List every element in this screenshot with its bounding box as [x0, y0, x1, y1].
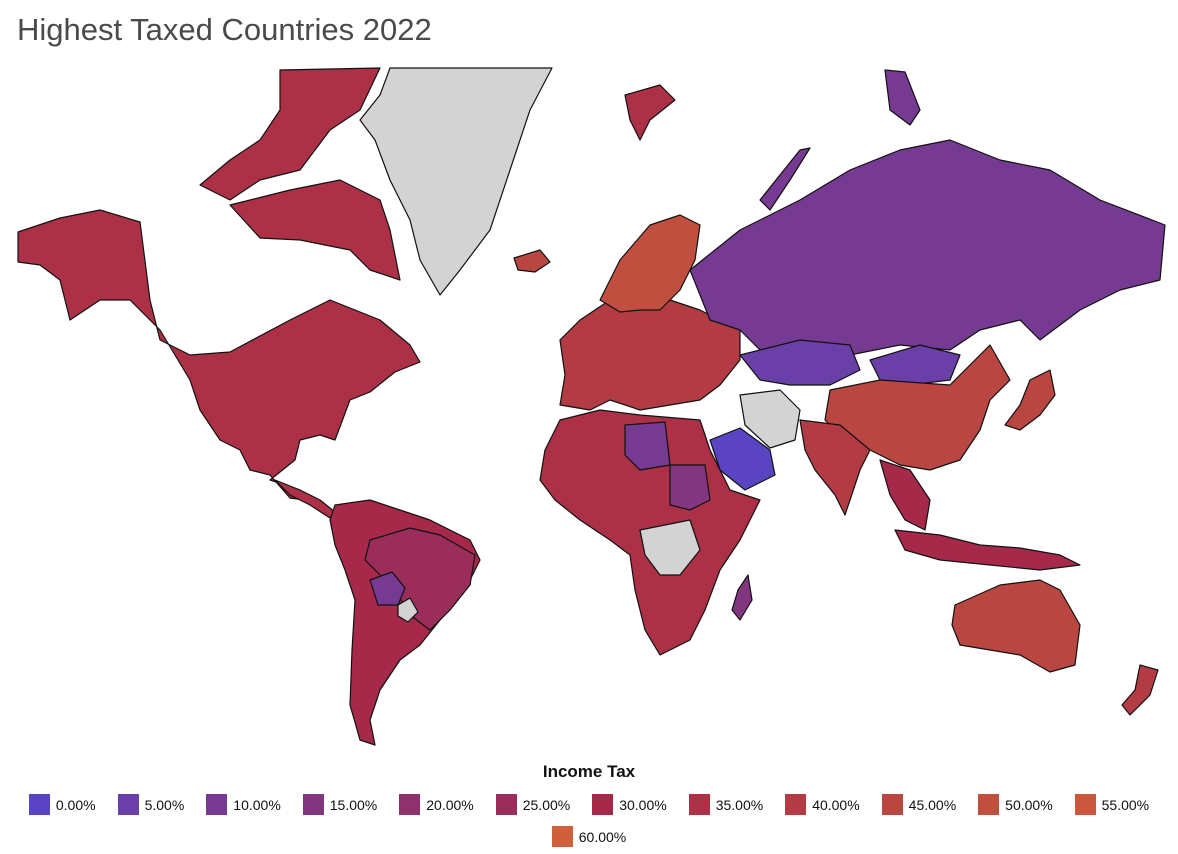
region-iran[interactable]: [739, 389, 801, 449]
region-bolivia[interactable]: [369, 571, 406, 606]
legend-swatch: [117, 794, 139, 815]
region-indonesia[interactable]: [894, 529, 1081, 571]
legend-swatch: [551, 826, 573, 847]
region-north-america[interactable]: [17, 209, 421, 501]
legend-item[interactable]: 20.00%: [399, 794, 474, 815]
legend-label: 25.00%: [522, 796, 571, 813]
legend-swatch: [881, 794, 903, 815]
legend-row-1: 0.00% 5.00% 10.00% 15.00% 20.00% 25.00% …: [0, 794, 1178, 815]
legend-item[interactable]: 5.00%: [117, 794, 185, 815]
legend-item[interactable]: 15.00%: [302, 794, 378, 815]
region-canada-arctic-islands[interactable]: [199, 67, 381, 201]
region-franz-josef[interactable]: [884, 69, 921, 126]
legend-swatch: [688, 794, 710, 815]
legend-item[interactable]: 55.00%: [1074, 794, 1150, 815]
region-svalbard[interactable]: [624, 84, 676, 141]
legend-label: 55.00%: [1101, 796, 1150, 813]
legend-item[interactable]: 30.00%: [592, 794, 667, 815]
region-southeast-asia[interactable]: [879, 459, 931, 531]
region-new-zealand[interactable]: [1121, 664, 1159, 716]
region-dr-congo[interactable]: [639, 519, 701, 576]
region-central-america[interactable]: [274, 479, 336, 519]
legend-label: 35.00%: [715, 796, 764, 813]
region-japan[interactable]: [1004, 369, 1056, 431]
legend-swatch: [495, 794, 517, 815]
region-russia[interactable]: [689, 139, 1166, 356]
legend-item[interactable]: 50.00%: [978, 794, 1053, 815]
region-india[interactable]: [799, 419, 871, 516]
legend-swatch: [206, 794, 228, 815]
region-mongolia[interactable]: [869, 344, 961, 386]
legend-label: 15.00%: [329, 796, 378, 813]
legend-swatch: [785, 794, 807, 815]
region-australia[interactable]: [951, 579, 1081, 673]
world-map[interactable]: [0, 66, 1178, 756]
region-kazakhstan[interactable]: [739, 339, 861, 386]
region-iceland[interactable]: [513, 249, 551, 273]
legend-swatch: [399, 794, 421, 815]
legend-swatch: [1074, 794, 1096, 815]
map-title: Highest Taxed Countries 2022: [17, 12, 432, 47]
legend-swatch: [302, 794, 324, 815]
legend-swatch: [978, 794, 1000, 815]
region-libya[interactable]: [624, 421, 671, 471]
legend-label: 50.00%: [1005, 796, 1053, 813]
legend-title: Income Tax: [542, 762, 636, 781]
region-canada-arctic-islands-2[interactable]: [229, 179, 401, 281]
legend-label: 20.00%: [426, 796, 474, 813]
legend-item[interactable]: 10.00%: [206, 794, 281, 815]
legend-label: 40.00%: [812, 796, 860, 813]
region-greenland[interactable]: [359, 67, 553, 296]
legend-swatch: [28, 794, 50, 815]
legend-label: 30.00%: [619, 796, 667, 813]
region-sudan[interactable]: [669, 464, 711, 511]
region-novaya-zemlya[interactable]: [759, 147, 811, 211]
region-paraguay[interactable]: [397, 597, 419, 623]
legend-item[interactable]: 40.00%: [785, 794, 860, 815]
region-scandinavia[interactable]: [599, 214, 701, 313]
legend-item[interactable]: 0.00%: [28, 794, 96, 815]
legend-label: 5.00%: [144, 796, 185, 813]
legend-item[interactable]: 25.00%: [495, 794, 571, 815]
region-madagascar[interactable]: [731, 574, 753, 621]
legend-item[interactable]: 45.00%: [881, 794, 957, 815]
legend-label: 45.00%: [908, 796, 957, 813]
legend-row-2: 60.00%: [0, 826, 1178, 847]
legend-swatch: [592, 794, 614, 815]
region-brazil[interactable]: [364, 527, 476, 631]
legend-label: 60.00%: [578, 828, 627, 845]
legend-label: 10.00%: [233, 796, 281, 813]
legend-item[interactable]: 35.00%: [688, 794, 764, 815]
legend-item[interactable]: 60.00%: [551, 826, 627, 847]
legend-label: 0.00%: [55, 796, 96, 813]
